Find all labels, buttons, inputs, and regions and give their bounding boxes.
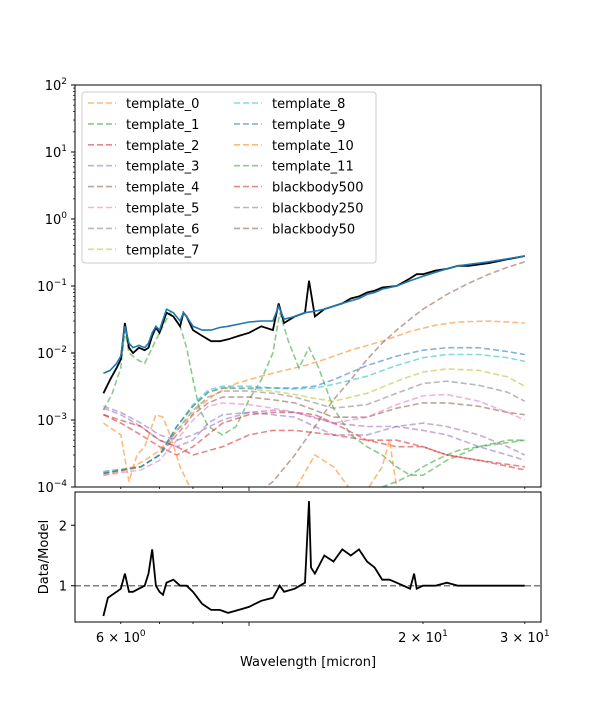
x-tick-label: 3 × 101 bbox=[500, 629, 550, 646]
y-tick-label: 10−3 bbox=[37, 412, 67, 429]
y-tick-label: 101 bbox=[45, 144, 67, 161]
y-tick-label: 100 bbox=[45, 211, 68, 228]
x-tick-label: 6 × 100 bbox=[96, 629, 146, 646]
model-spectrum-line bbox=[103, 255, 525, 374]
spectrum-x-ticks bbox=[120, 487, 526, 491]
series-line-template-6 bbox=[103, 380, 526, 475]
legend-label-blackbody50: blackbody50 bbox=[272, 222, 355, 237]
ratio-y-ticks: 12 bbox=[59, 519, 75, 595]
series-line-template-4 bbox=[103, 396, 525, 475]
legend-box bbox=[81, 91, 377, 264]
legend-label-template-11: template_11 bbox=[272, 160, 354, 175]
series-line-blackbody250 bbox=[103, 405, 526, 462]
y-tick-label: 10−4 bbox=[37, 479, 67, 496]
legend-label-template-0: template_0 bbox=[126, 97, 199, 112]
ratio-series-group bbox=[75, 501, 541, 617]
ratio-panel: 12 6 × 100 2 × 101 3 × 101 Wavelength [mic… bbox=[37, 491, 550, 670]
ratio-line bbox=[102, 501, 525, 617]
y-tick-label: 102 bbox=[45, 77, 67, 94]
legend: template_0 template_1 template_2 template_3… bbox=[81, 91, 377, 264]
y-axis-label: Data/Model bbox=[37, 520, 52, 594]
data-spectrum-line bbox=[102, 255, 525, 394]
y-tick-label: 10−2 bbox=[37, 345, 67, 362]
x-axis-label: Wavelength [micron] bbox=[240, 655, 376, 670]
legend-label-template-2: template_2 bbox=[126, 139, 199, 154]
x-tick-label: 2 × 101 bbox=[398, 629, 448, 646]
legend-label-template-1: template_1 bbox=[126, 118, 199, 133]
legend-label-template-9: template_9 bbox=[272, 118, 345, 133]
ratio-y-tick-label: 1 bbox=[59, 580, 67, 595]
y-tick-label: 10−1 bbox=[37, 278, 67, 295]
series-line-template-9 bbox=[103, 346, 525, 475]
legend-label-template-5: template_5 bbox=[126, 202, 199, 217]
legend-label-blackbody500: blackbody500 bbox=[272, 181, 363, 196]
legend-label-template-10: template_10 bbox=[272, 139, 354, 154]
legend-label-template-6: template_6 bbox=[126, 222, 199, 237]
legend-label-template-4: template_4 bbox=[126, 181, 199, 196]
series-line-blackbody500 bbox=[103, 413, 525, 471]
series-line-template-0 bbox=[103, 320, 525, 476]
series-line-blackbody50 bbox=[264, 261, 526, 487]
spectrum-y-ticks: 10−4 10−3 10−2 10−1 100 101 102 bbox=[37, 77, 75, 496]
series-line-template-11 bbox=[378, 439, 525, 487]
ratio-y-tick-label: 2 bbox=[59, 519, 67, 534]
legend-label-template-8: template_8 bbox=[272, 97, 345, 112]
series-line-template-10 bbox=[102, 413, 401, 487]
ratio-axes-frame bbox=[74, 491, 542, 623]
legend-label-blackbody250: blackbody250 bbox=[272, 202, 363, 217]
spectrum-series-group bbox=[102, 255, 526, 487]
ratio-x-ticks: 6 × 100 2 × 101 3 × 101 bbox=[96, 622, 550, 646]
legend-label-template-7: template_7 bbox=[126, 243, 199, 258]
legend-label-template-3: template_3 bbox=[126, 160, 199, 175]
